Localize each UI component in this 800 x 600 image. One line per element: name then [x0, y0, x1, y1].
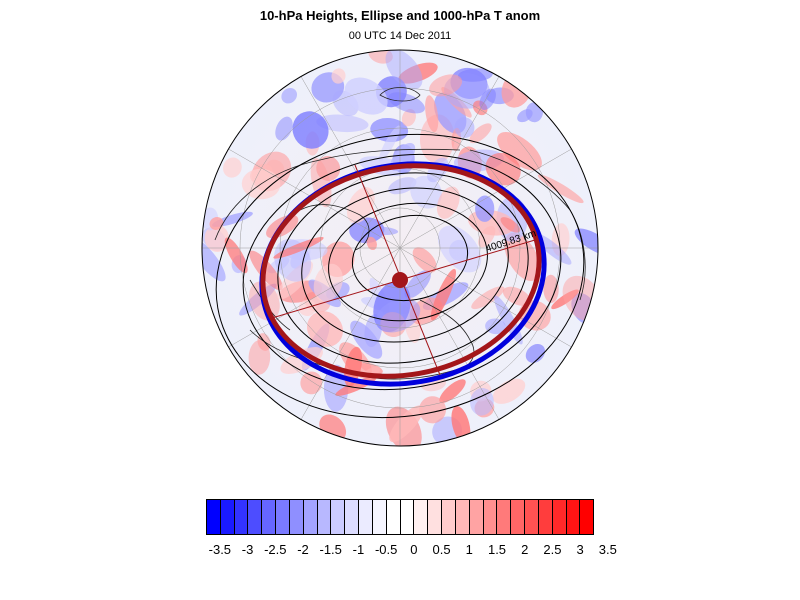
globe-outline	[201, 49, 599, 447]
colorbar-labels: -3.5 -3 -2.5 -2 -1.5 -1 -0.5 0 0.5 1 1.5 2 2.5 3 3.5	[0, 542, 800, 562]
colorbar-swatch	[414, 500, 429, 534]
colorbar-swatch	[566, 500, 581, 534]
colorbar-label: 1	[465, 542, 473, 557]
colorbar-swatch	[331, 500, 346, 534]
colorbar-swatch	[317, 500, 332, 534]
colorbar-swatch	[262, 500, 277, 534]
colorbar-label: -2.5	[264, 542, 287, 557]
colorbar-swatch	[248, 500, 263, 534]
colorbar-swatch	[234, 500, 249, 534]
height-contours	[215, 133, 585, 419]
colorbar-swatch	[303, 500, 318, 534]
colorbar-swatch	[442, 500, 456, 534]
ellipse-minor-axis	[354, 164, 441, 376]
ellipse-center-marker	[392, 272, 408, 288]
fitted-ellipse	[260, 163, 542, 379]
colorbar-swatch	[359, 500, 373, 534]
colorbar-swatch	[538, 500, 553, 534]
map-subtitle: 00 UTC 14 Dec 2011	[348, 30, 452, 42]
colorbar-swatch	[220, 500, 235, 534]
temperature-anomaly-field	[202, 50, 598, 446]
colorbar-label: 3.5	[598, 542, 617, 557]
colorbar-label: -3	[241, 542, 254, 557]
colorbar-swatch	[469, 500, 484, 534]
colorbar-label: 1.5	[487, 542, 507, 557]
colorbar-label: -0.5	[374, 542, 398, 557]
colorbar-label: -3.5	[208, 542, 232, 557]
colorbar	[206, 499, 594, 535]
colorbar-label: -1	[352, 542, 365, 557]
colorbar-swatch	[345, 500, 360, 534]
colorbar-label: 0.5	[432, 542, 451, 557]
colorbar-label: 2	[521, 542, 529, 557]
colorbar-swatch	[525, 500, 539, 534]
colorbar-swatch	[428, 500, 443, 534]
colorbar-swatch	[386, 500, 401, 534]
colorbar-swatch	[289, 500, 304, 534]
colorbar-swatch	[207, 500, 221, 534]
colorbar-swatch	[497, 500, 512, 534]
colorbar-swatch	[552, 500, 567, 534]
colorbar-swatch	[580, 500, 594, 534]
colorbar-label: -1.5	[319, 542, 342, 557]
colorbar-label: 0	[410, 542, 418, 557]
colorbar-swatch	[400, 500, 415, 534]
colorbar-label: 2.5	[543, 542, 562, 557]
colorbar-swatch	[455, 500, 470, 534]
colorbar-swatch	[483, 500, 498, 534]
colorbar-swatch	[511, 500, 526, 534]
colorbar-label: -2	[297, 542, 309, 557]
colorbar-swatch	[276, 500, 290, 534]
colorbar-label: 3	[576, 542, 584, 557]
colorbar-swatch	[372, 500, 387, 534]
map-title: 10-hPa Heights, Ellipse and 1000-hPa T a…	[259, 8, 541, 23]
